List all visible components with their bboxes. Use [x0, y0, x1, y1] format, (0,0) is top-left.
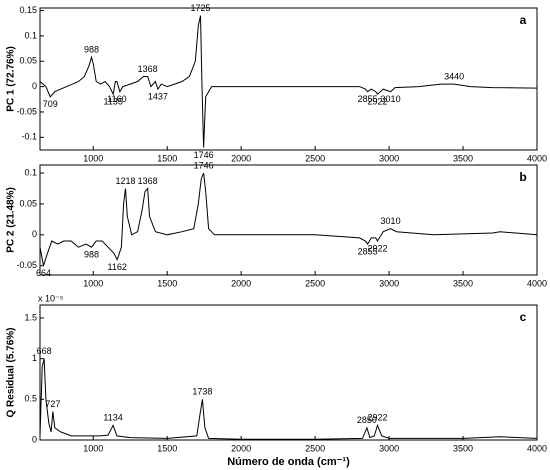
spectrum-line [39, 172, 538, 266]
x-tick-label: 2000 [231, 443, 251, 453]
peak-label: 1368 [138, 64, 158, 74]
y-tick-label: 0.05 [19, 198, 37, 208]
peak-label: 727 [45, 399, 60, 409]
x-tick-label: 1500 [157, 153, 177, 163]
peak-label: 1746 [194, 160, 214, 170]
panel-label: c [520, 310, 527, 324]
y-axis-label: PC 1 (72.76%) [6, 46, 17, 112]
y-axis-label: Q Residual (5.76%) [6, 327, 17, 417]
x-tick-label: 3000 [379, 153, 399, 163]
x-tick-label: 4000 [527, 278, 547, 288]
peak-label: 1738 [192, 387, 212, 397]
y-tick-label: -0.1 [21, 132, 37, 142]
panel-label: a [520, 13, 527, 27]
peak-label: 1368 [138, 176, 158, 186]
peak-label: 1160 [107, 94, 126, 104]
x-tick-label: 3000 [379, 278, 399, 288]
x-tick-label: 2000 [231, 278, 251, 288]
peak-label: 1162 [108, 262, 127, 272]
peak-label: 1725 [190, 3, 210, 13]
x-tick-label: 3000 [379, 443, 399, 453]
axis-multiplier: x 10⁻⁵ [38, 293, 64, 303]
y-axis-label: PC 2 (21.48%) [6, 187, 17, 253]
y-tick-label: 0 [32, 81, 37, 91]
x-axis-label: Número de onda (cm⁻¹) [227, 456, 350, 468]
x-tick-label: 3500 [453, 153, 473, 163]
peak-label: 3010 [381, 94, 401, 104]
y-tick-label: -0.05 [16, 260, 37, 270]
y-tick-label: 0.15 [19, 5, 37, 15]
plot-frame [39, 7, 538, 151]
x-tick-label: 1000 [83, 443, 103, 453]
peak-label: 1218 [115, 176, 135, 186]
peak-label: 3010 [381, 216, 401, 226]
peak-label: 1134 [103, 413, 122, 423]
panel-label: b [519, 170, 526, 184]
x-tick-label: 1500 [157, 278, 177, 288]
peak-label: 664 [36, 268, 51, 278]
x-tick-label: 2500 [305, 153, 325, 163]
peak-label: 988 [84, 250, 99, 260]
peak-label: 668 [37, 346, 52, 356]
peak-label: 3440 [444, 71, 464, 81]
y-tick-label: 0.1 [24, 30, 37, 40]
x-tick-label: 1000 [83, 153, 103, 163]
y-tick-label: 0.5 [24, 394, 37, 404]
y-tick-label: 0.05 [19, 56, 37, 66]
x-tick-label: 4000 [527, 443, 547, 453]
x-tick-label: 3500 [453, 443, 473, 453]
x-tick-label: 2000 [231, 153, 251, 163]
y-tick-label: 0 [32, 229, 37, 239]
x-tick-label: 2500 [305, 443, 325, 453]
peak-label: 1437 [148, 92, 168, 102]
peak-label: 2922 [368, 97, 388, 107]
x-tick-label: 1000 [83, 278, 103, 288]
peak-label: 1135 [104, 97, 123, 107]
y-tick-label: 0 [32, 434, 37, 444]
peak-label: 2855 [358, 94, 378, 104]
y-tick-label: 0.1 [24, 167, 37, 177]
y-tick-label: -0.05 [16, 106, 37, 116]
peak-label: 2922 [368, 413, 388, 423]
x-tick-label: 3500 [453, 278, 473, 288]
spectrum-line [39, 15, 538, 148]
peak-label: 2850 [357, 415, 377, 425]
x-tick-label: 4000 [527, 153, 547, 163]
spectrum-line [39, 358, 538, 440]
x-tick-label: 2500 [305, 278, 325, 288]
y-tick-label: 1.5 [24, 312, 37, 322]
x-tick-label: 1500 [157, 443, 177, 453]
plot-frame [39, 304, 538, 441]
peak-label: 1746 [194, 150, 214, 160]
peak-label: 2855 [358, 246, 378, 256]
peak-label: 2922 [368, 243, 388, 253]
peak-label: 988 [84, 45, 99, 55]
plot-frame [39, 164, 538, 276]
peak-label: 709 [43, 99, 58, 109]
y-tick-label: 1 [32, 353, 37, 363]
